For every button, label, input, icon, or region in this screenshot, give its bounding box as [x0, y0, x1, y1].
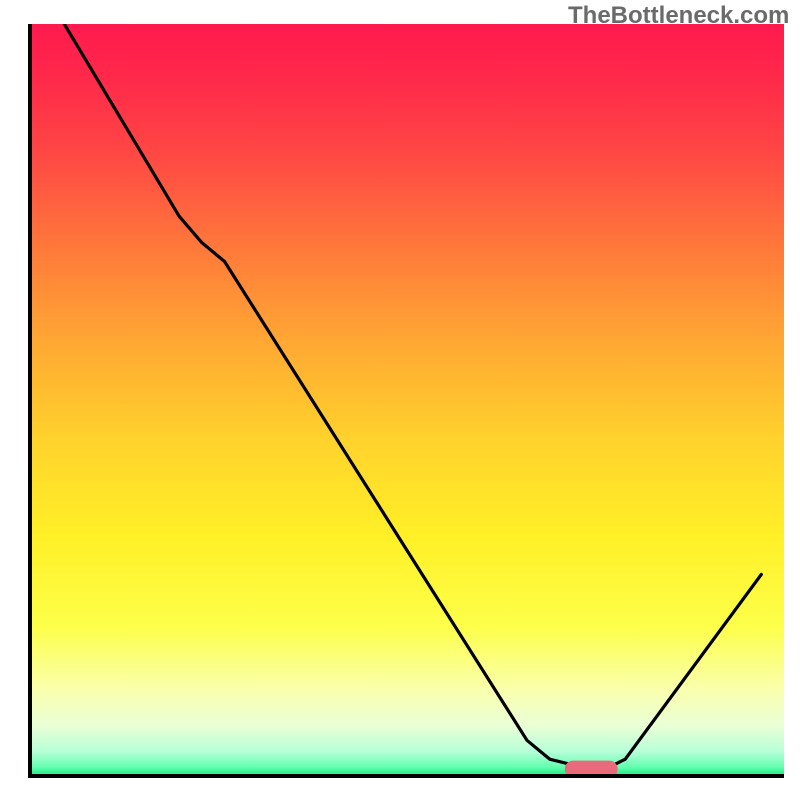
- y-axis-line: [28, 24, 32, 778]
- bottleneck-curve: [64, 24, 761, 767]
- plot-area: [28, 24, 784, 778]
- chart-canvas: TheBottleneck.com: [0, 0, 800, 800]
- watermark-text: TheBottleneck.com: [568, 2, 789, 30]
- x-axis-line: [28, 774, 784, 778]
- chart-svg: [28, 24, 784, 778]
- gradient-background: [28, 24, 784, 778]
